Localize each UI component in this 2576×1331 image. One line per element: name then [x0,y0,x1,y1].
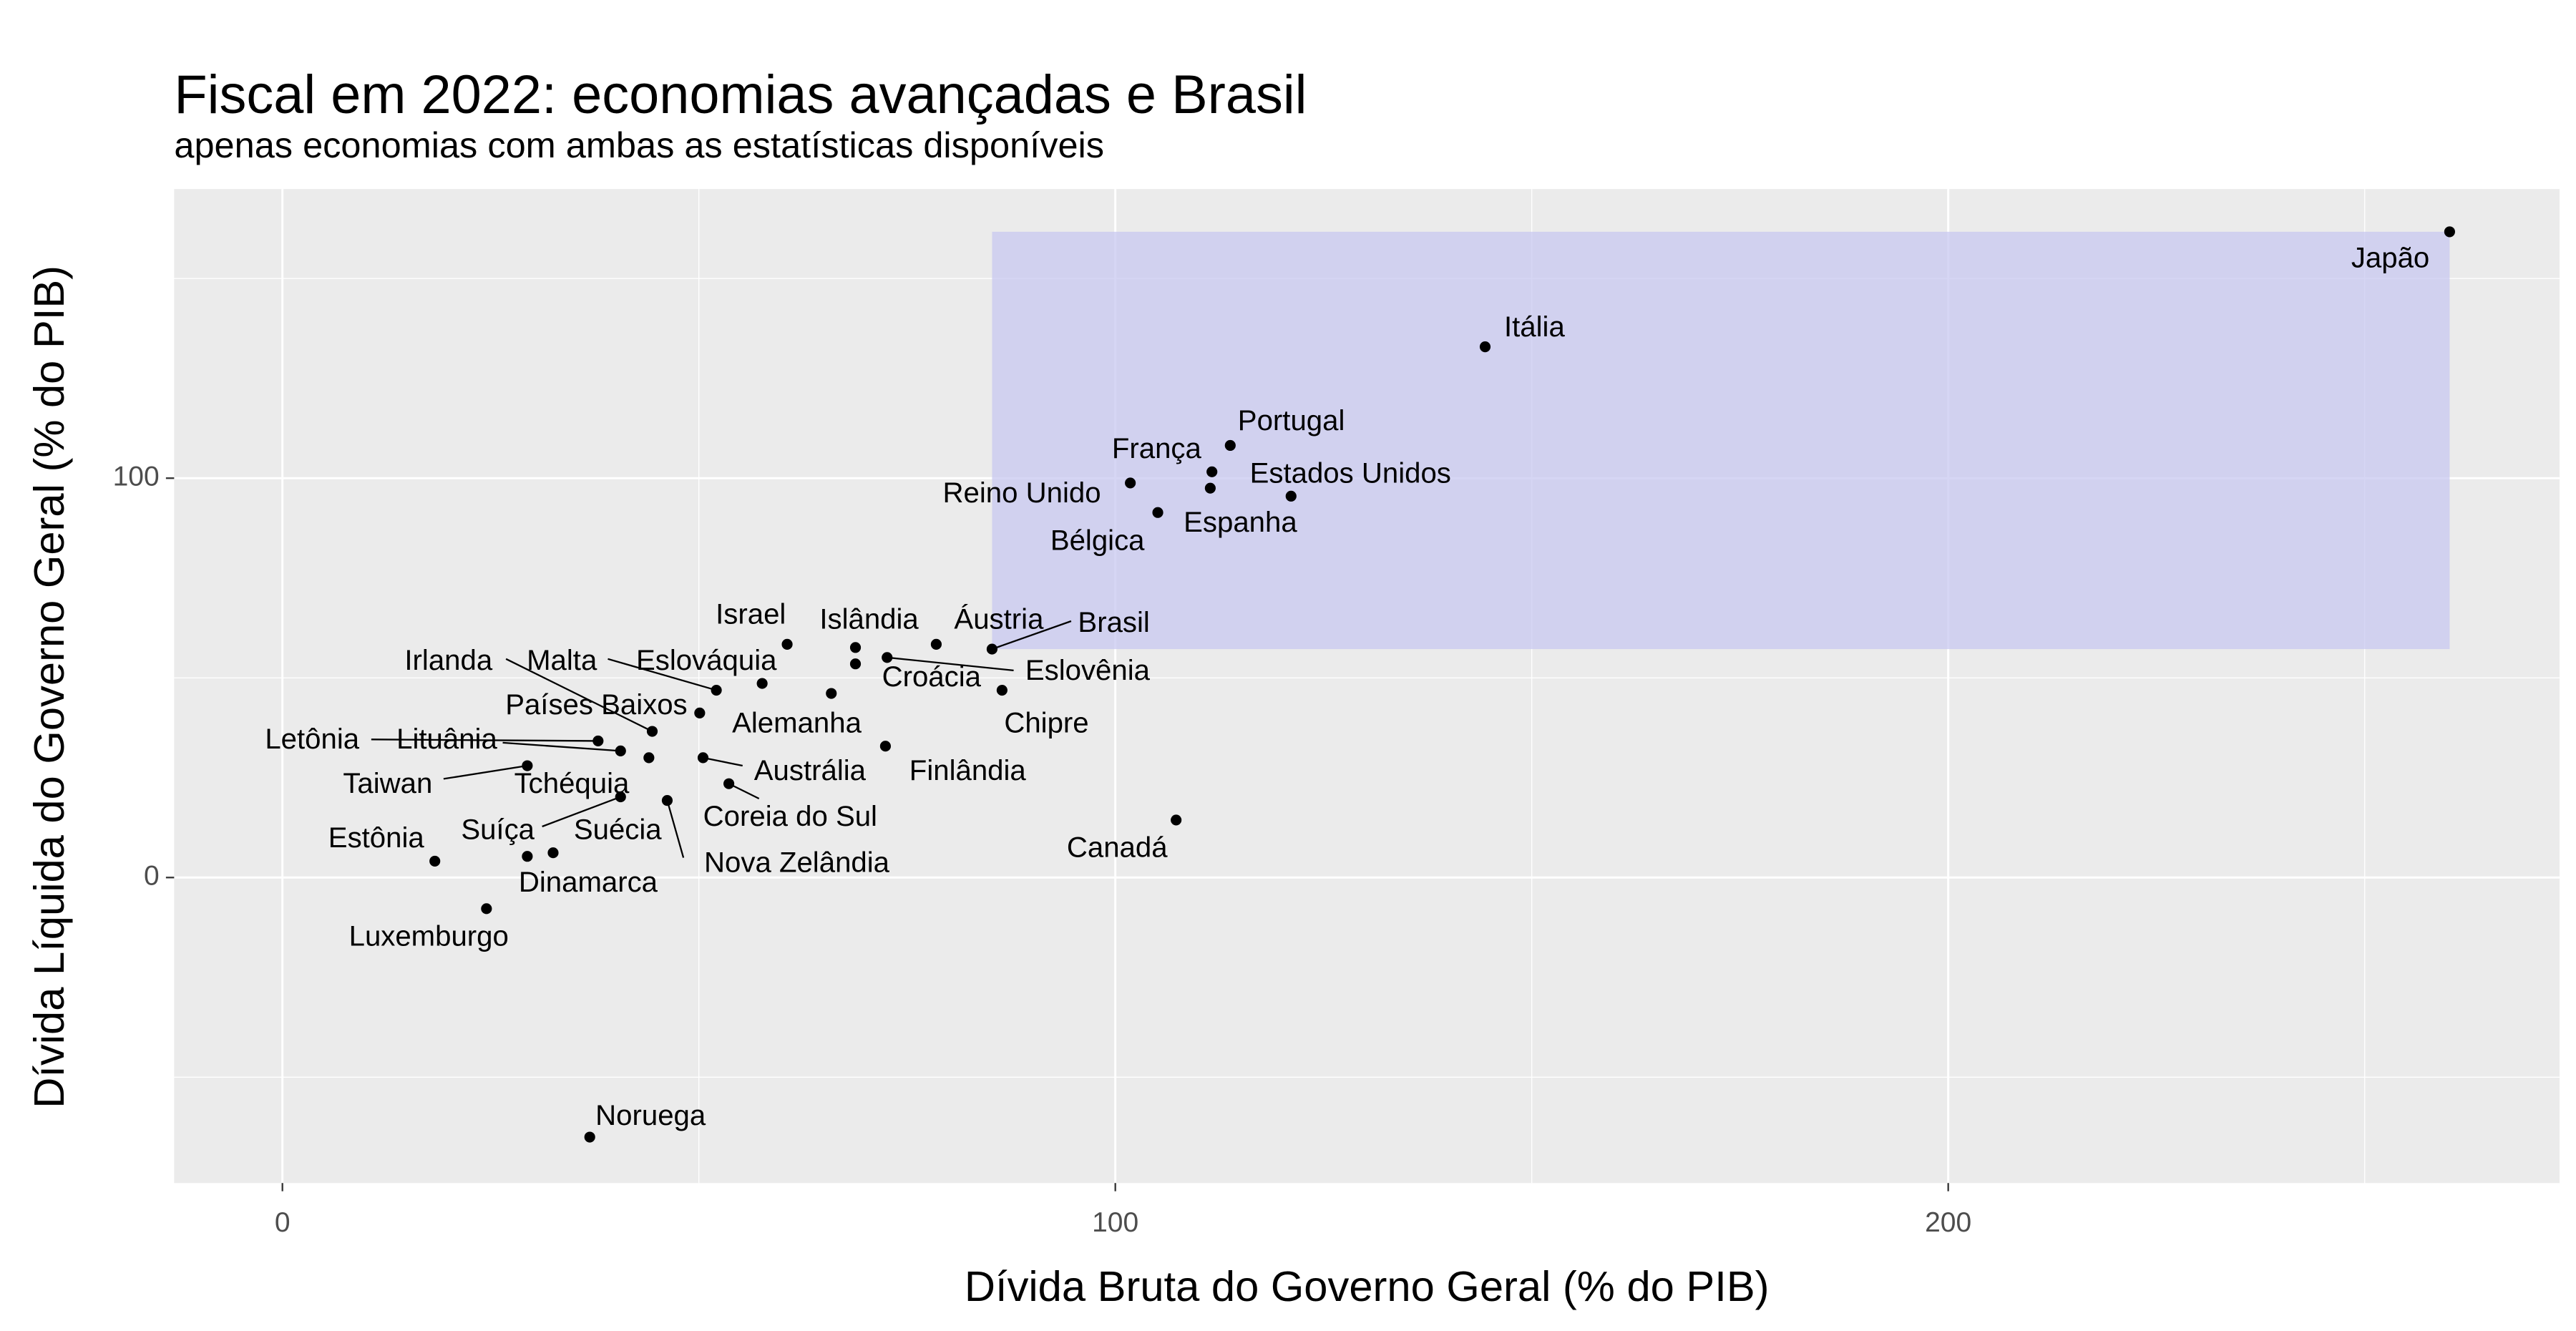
point [584,1131,595,1143]
leader-line [703,756,743,767]
point-label: Reino Unido [943,477,1101,509]
point [882,652,893,663]
point [986,643,997,655]
point [481,903,492,915]
point-label: Israel [716,598,786,630]
point [930,638,942,650]
point [1171,814,1182,826]
point-label: Eslovênia [1025,654,1151,686]
point-label: Irlanda [404,644,492,676]
point [2444,226,2455,238]
point-label: Chipre [1004,706,1088,738]
point [996,684,1008,696]
leader-line [666,800,685,858]
y-tick-label: 100 [113,462,160,492]
point [646,726,658,737]
point [1204,482,1216,494]
point-label: Estônia [328,821,425,854]
point-label: Finlândia [909,754,1027,786]
x-axis-title: Dívida Bruta do Governo Geral (% do PIB) [965,1262,1770,1310]
point [1152,507,1163,518]
x-tick-label: 0 [275,1207,291,1238]
leader-line [371,738,598,742]
point-label: Letônia [265,723,359,755]
point [1125,477,1136,489]
x-tick-label: 200 [1925,1207,1971,1238]
leader-line [728,783,760,799]
point [592,735,604,747]
point [522,851,533,862]
point [849,642,862,653]
leader-line [542,796,621,828]
point-label: Lituânia [396,723,497,755]
point-label: Eslováquia [636,644,777,676]
point [522,760,533,771]
point-label: Taiwan [343,767,432,799]
point [661,795,673,806]
point [879,741,891,752]
point [615,745,626,756]
point [615,791,626,803]
point-label: Dinamarca [519,866,658,898]
leader-line [505,658,653,733]
point-label: Brasil [1078,606,1149,638]
point-label: Suécia [574,813,662,845]
chart-subtitle: apenas economias com ambas as estatístic… [174,125,1104,165]
highlight-box [992,231,2450,650]
leader-line [608,658,717,691]
point-label: Espanha [1184,506,1297,538]
point [429,855,441,867]
point-label: Luxemburgo [349,920,509,952]
leader-line [443,764,528,780]
point-label: Tchéquia [514,767,630,799]
leader-line [502,741,621,752]
point-label: Canadá [1067,832,1168,864]
point [711,684,722,696]
point-label: Japão [2351,242,2429,274]
point [694,707,706,718]
leader-line [992,620,1072,650]
point [643,752,655,764]
leader-line [887,656,1014,672]
point-label: Nova Zelândia [704,846,890,878]
point [781,638,793,650]
point [1206,466,1218,477]
point [1285,490,1297,502]
point-label: Islândia [819,603,919,635]
point [826,688,837,699]
point-label: Bélgica [1050,524,1145,556]
point [697,752,709,764]
point-label: Alemanha [732,706,862,738]
point-label: Malta [527,644,597,676]
point [547,847,559,859]
point-label: Áustria [954,603,1044,635]
point-label: Noruega [595,1099,706,1131]
point-label: Itália [1504,311,1565,343]
point [849,658,862,670]
point-label: Coreia do Sul [703,800,877,832]
point-label: França [1112,432,1202,464]
point-label: Suíça [461,813,535,845]
point [723,778,735,789]
y-tick-label: 0 [144,861,160,892]
point [1224,439,1236,452]
y-axis-title: Dívida Líquida do Governo Geral (% do PI… [25,265,73,1108]
x-tick-label: 100 [1092,1207,1138,1238]
point-label: Estados Unidos [1250,457,1451,489]
point-label: Croácia [882,660,982,693]
chart-title: Fiscal em 2022: economias avançadas e Br… [174,64,1307,125]
point-label: Portugal [1238,404,1345,437]
point [1479,341,1491,353]
point-label: Austrália [754,754,867,786]
point [756,678,768,689]
